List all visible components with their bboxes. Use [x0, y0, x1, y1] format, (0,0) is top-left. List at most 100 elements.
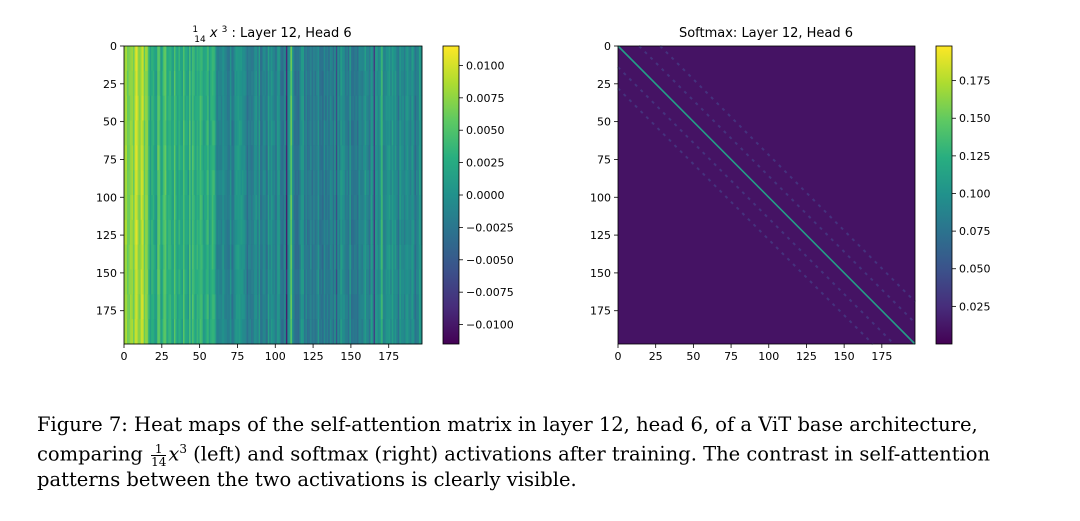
caption-math-exp: 3	[179, 442, 187, 456]
left-heatmap-cell	[231, 120, 234, 146]
left-heatmap-cell	[130, 195, 132, 221]
left-heatmap-cell	[127, 195, 129, 221]
left-heatmap-cell	[201, 145, 204, 171]
left-heatmap-cell	[228, 70, 231, 97]
left-heatmap-cell	[420, 95, 423, 121]
left-heatmap-cell	[415, 70, 418, 97]
left-heatmap-cell	[349, 46, 352, 72]
left-heatmap-cell	[172, 145, 175, 171]
left-heatmap-cell	[291, 145, 294, 171]
left-heatmap-cell	[226, 170, 229, 196]
left-heatmap-cell	[190, 120, 193, 146]
left-heatmap-cell	[124, 120, 126, 146]
left-heatmap-cell	[296, 195, 299, 221]
left-heatmap-cell	[367, 319, 370, 345]
left-heatmap-cell	[349, 294, 352, 320]
left-heatmap-cell	[235, 70, 238, 97]
left-heatmap-cell	[344, 145, 347, 171]
left-heatmap-cell	[335, 294, 338, 320]
left-heatmap-cell	[366, 195, 368, 221]
left-heatmap-cell	[172, 219, 175, 246]
left-heatmap-cell	[291, 195, 294, 221]
left-heatmap-cell	[184, 294, 187, 320]
right-x-axis: 0 25 50 75 100 125 150 175	[615, 344, 892, 363]
colorbar-tick-label: −0.0025	[466, 221, 514, 234]
left-heatmap-cell	[263, 95, 266, 121]
left-heatmap-cell	[237, 294, 240, 320]
left-heatmap-cell	[164, 294, 167, 320]
left-heatmap-cell	[285, 219, 288, 246]
left-heatmap-cell	[237, 219, 240, 246]
left-heatmap-cell	[181, 269, 184, 295]
left-heatmap-cell	[175, 145, 178, 171]
left-heatmap-cell	[405, 219, 408, 246]
left-heatmap-cell	[340, 195, 343, 221]
left-heatmap-cell	[127, 319, 129, 345]
left-heatmap-cell	[198, 319, 200, 345]
left-heatmap-cell	[314, 170, 317, 196]
left-heatmap-cell	[304, 244, 306, 270]
left-heatmap-cell	[343, 46, 346, 72]
left-heatmap-cell	[325, 244, 328, 270]
left-heatmap-cell	[307, 46, 309, 72]
left-heatmap-cell	[257, 219, 259, 246]
left-heatmap-cell	[284, 46, 287, 72]
left-heatmap-cell	[388, 170, 391, 196]
y-tick-label: 150	[590, 267, 611, 280]
left-heatmap-cell	[258, 269, 261, 295]
left-heatmap-cell	[334, 269, 337, 295]
left-heatmap-cell	[311, 170, 314, 196]
left-heatmap-cell	[167, 294, 170, 320]
left-heatmap-cell	[310, 244, 312, 270]
left-heatmap-cell	[300, 120, 303, 146]
left-heatmap-cell	[384, 269, 387, 295]
left-heatmap-cell	[285, 244, 288, 270]
left-heatmap-cell	[376, 120, 379, 146]
left-heatmap-cell	[198, 95, 200, 121]
left-heatmap-cell	[238, 219, 241, 246]
left-heatmap-cell	[349, 145, 352, 171]
left-x-axis: 0 25 50 75 100 125 150 175	[121, 344, 399, 363]
left-heatmap-cell	[186, 145, 188, 171]
left-heatmap-cell	[352, 319, 355, 345]
left-heatmap-cell	[376, 319, 379, 345]
left-heatmap-cell	[382, 145, 385, 171]
left-heatmap-cell	[158, 145, 161, 171]
caption-frac-den: 14	[151, 454, 167, 469]
left-heatmap-cell	[251, 294, 253, 320]
left-heatmap-cell	[288, 70, 291, 97]
x-tick-label: 175	[378, 350, 399, 363]
left-heatmap-cell	[287, 195, 290, 221]
left-heatmap-cell	[346, 46, 349, 72]
left-heatmap-cell	[388, 244, 391, 270]
left-heatmap-cell	[234, 170, 237, 196]
left-heatmap-cell	[328, 120, 331, 146]
left-heatmap-cell	[272, 120, 275, 146]
left-heatmap-cell	[310, 319, 312, 345]
left-heatmap-cell	[237, 170, 240, 196]
left-heatmap-cell	[279, 269, 282, 295]
left-heatmap-cell	[202, 145, 205, 171]
left-heatmap-cell	[378, 269, 380, 295]
left-heatmap-cell	[288, 46, 291, 72]
left-heatmap-cell	[308, 294, 311, 320]
left-heatmap-cell	[294, 219, 297, 246]
left-heatmap-cell	[396, 294, 399, 320]
left-heatmap-cell	[335, 145, 338, 171]
left-heatmap-cell	[255, 269, 258, 295]
left-heatmap-cell	[204, 294, 207, 320]
left-heatmap-cell	[308, 195, 311, 221]
left-heatmap-cell	[288, 269, 291, 295]
left-heatmap-cell	[166, 294, 169, 320]
left-heatmap-cell	[173, 170, 176, 196]
left-heatmap-cell	[172, 70, 175, 97]
left-heatmap-cell	[393, 120, 396, 146]
left-heatmap-cell	[379, 319, 382, 345]
left-heatmap-cell	[307, 95, 309, 121]
left-heatmap-cell	[258, 244, 261, 270]
left-heatmap-cell	[397, 120, 400, 146]
left-heatmap-cell	[272, 70, 275, 97]
left-heatmap-cell	[376, 294, 379, 320]
left-heatmap-cell	[313, 269, 315, 295]
left-heatmap-cell	[272, 46, 275, 72]
